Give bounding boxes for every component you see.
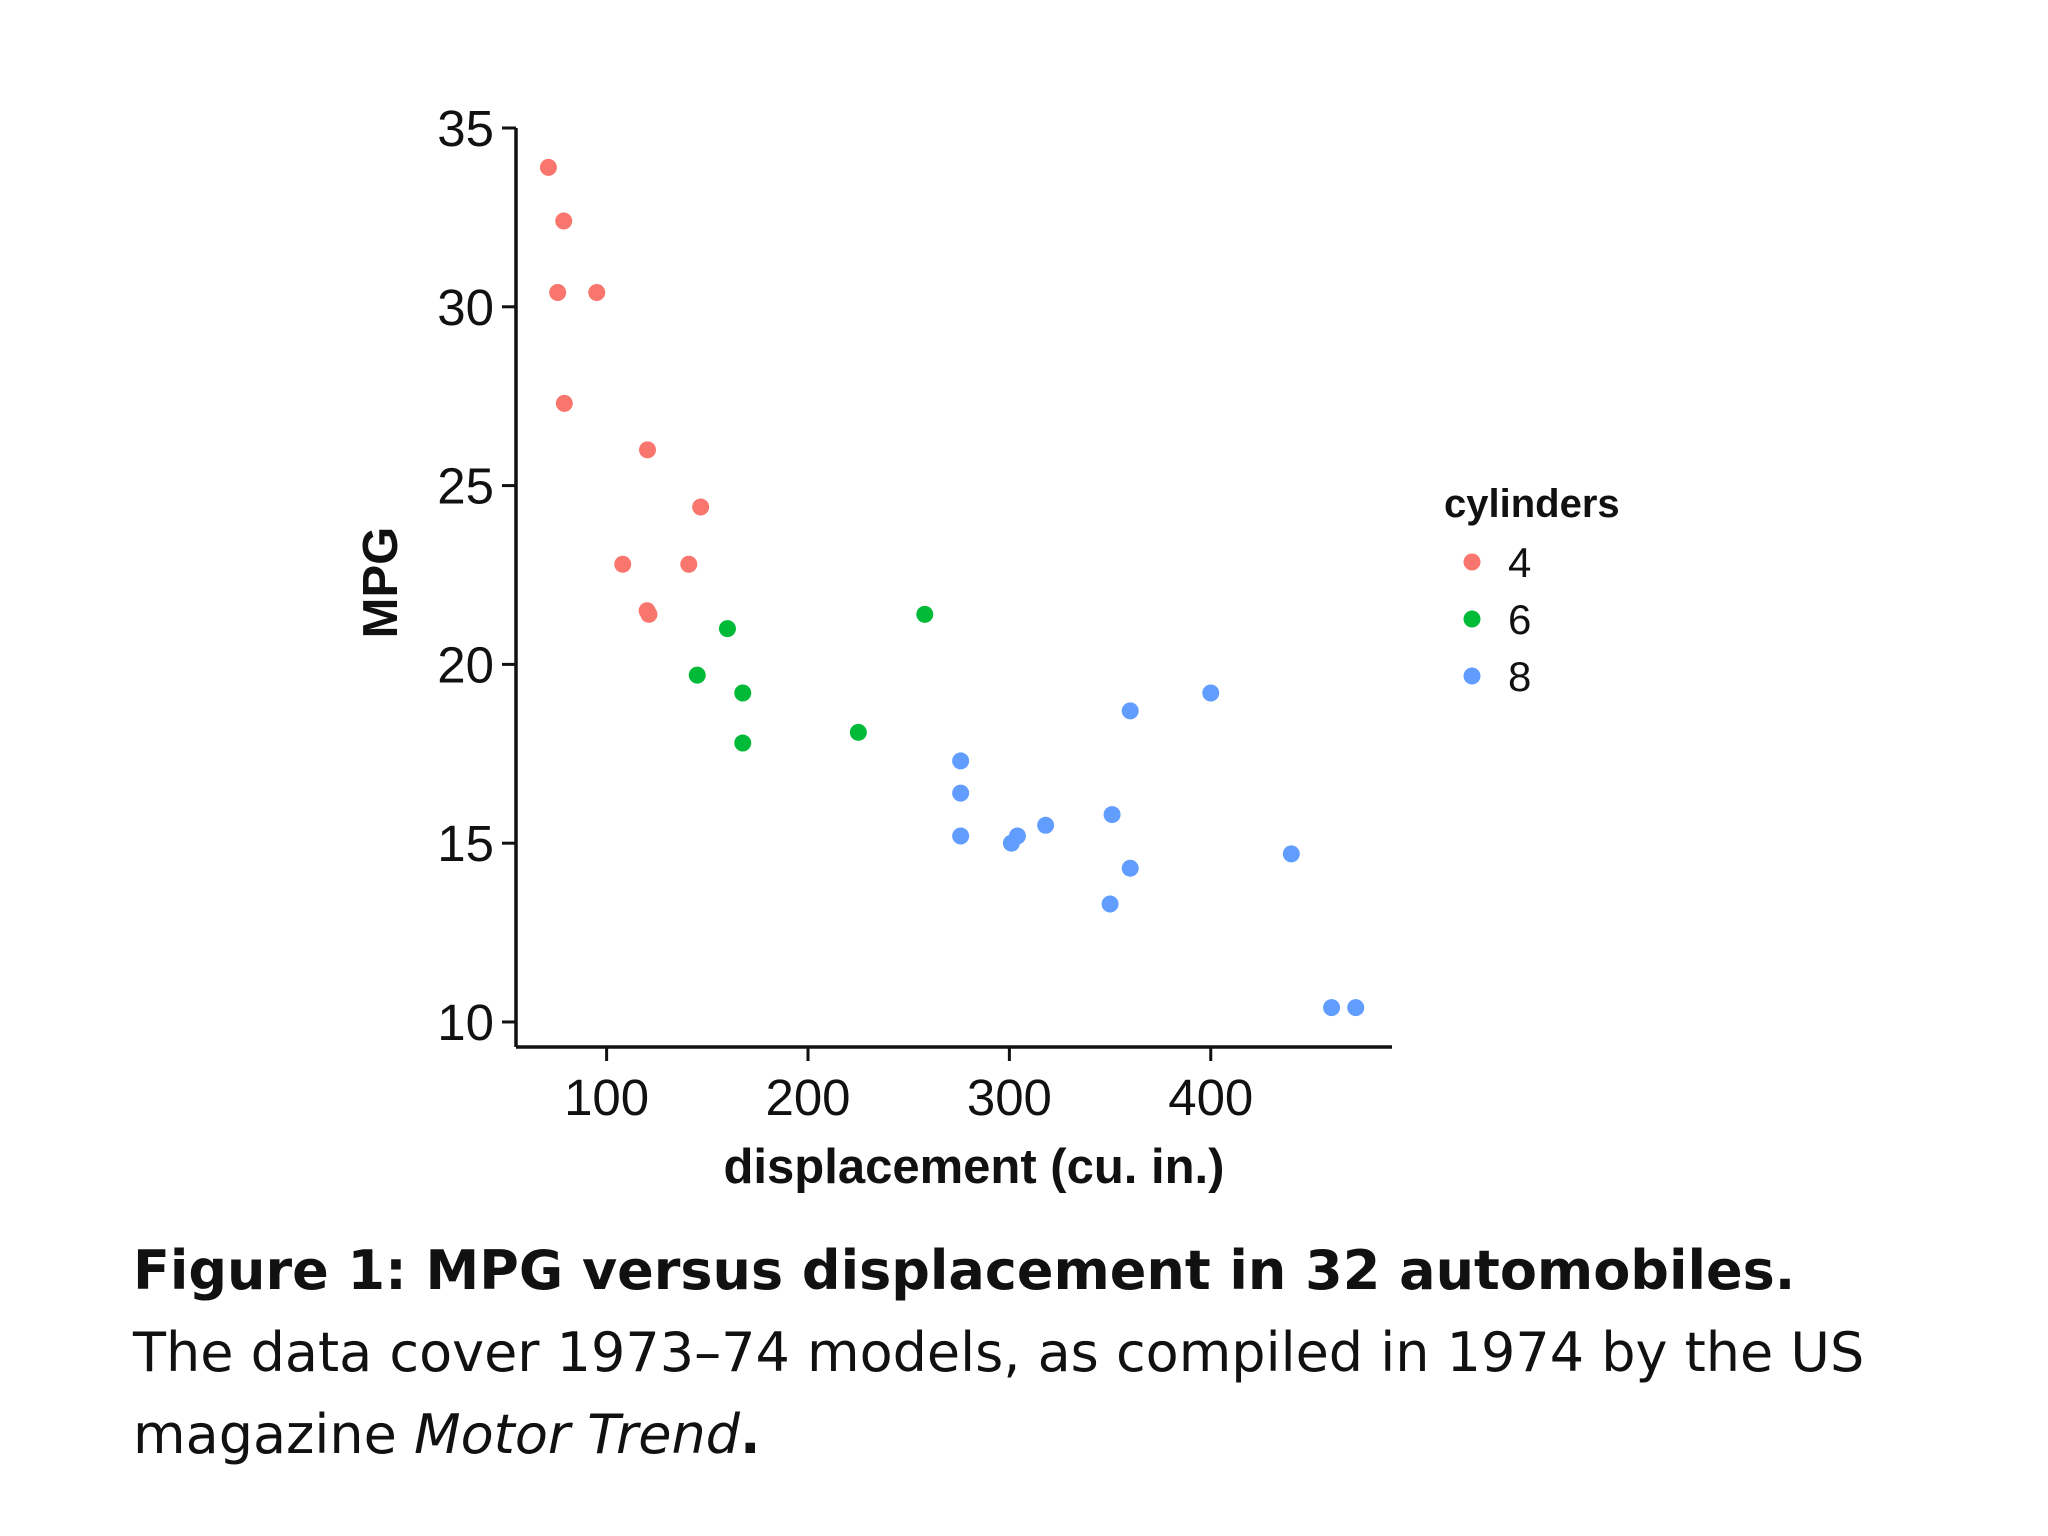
x-axis-title: displacement (cu. in.) xyxy=(724,1140,1225,1194)
data-point xyxy=(1282,845,1300,863)
data-point xyxy=(539,158,557,176)
data-point xyxy=(718,620,736,638)
chart-axes: 10 15 20 25 30 35 100 200 300 400 xyxy=(437,100,1392,1126)
caption-end: . xyxy=(739,1403,761,1466)
data-points xyxy=(539,158,1365,1017)
data-point xyxy=(638,602,656,620)
legend: cylinders 4 6 8 xyxy=(1444,482,1620,700)
y-tick-label: 15 xyxy=(437,815,494,872)
y-tick-label: 10 xyxy=(437,994,494,1051)
legend-label: 8 xyxy=(1508,653,1531,700)
data-point xyxy=(1202,684,1220,702)
data-point xyxy=(614,555,632,573)
y-tick-label: 30 xyxy=(437,279,494,336)
y-tick-label: 35 xyxy=(437,100,494,157)
data-point xyxy=(680,555,698,573)
legend-key xyxy=(1463,553,1481,571)
legend-title: cylinders xyxy=(1444,482,1620,526)
data-point xyxy=(849,723,867,741)
legend-key xyxy=(1463,610,1481,628)
data-point xyxy=(1037,816,1055,834)
data-point xyxy=(639,441,657,459)
data-point xyxy=(952,784,970,802)
y-tick-label: 25 xyxy=(437,458,494,515)
data-point xyxy=(1008,827,1026,845)
data-point xyxy=(1323,999,1341,1017)
data-point xyxy=(692,498,710,516)
data-point xyxy=(555,212,573,230)
caption-text: The data cover 1973–74 models, as compil… xyxy=(133,1321,1865,1466)
data-point xyxy=(734,734,752,752)
data-point xyxy=(588,283,606,301)
caption-italic-title: Motor Trend xyxy=(414,1403,740,1466)
data-point xyxy=(952,752,970,770)
data-point xyxy=(916,605,934,623)
legend-key xyxy=(1463,667,1481,685)
scatter-chart: 10 15 20 25 30 35 100 200 300 400 displacement (c… xyxy=(354,100,1620,1194)
data-point xyxy=(1103,806,1121,824)
x-tick-label: 300 xyxy=(967,1069,1052,1126)
legend-label: 6 xyxy=(1508,596,1531,643)
data-point xyxy=(688,666,706,684)
data-point xyxy=(1121,859,1139,877)
x-tick-label: 400 xyxy=(1168,1069,1253,1126)
data-point xyxy=(555,394,573,412)
data-point xyxy=(549,283,567,301)
caption-label: Figure 1: MPG versus displacement in 32 … xyxy=(133,1239,1796,1302)
data-point xyxy=(1101,895,1119,913)
data-point xyxy=(1121,702,1139,720)
data-point xyxy=(952,827,970,845)
x-tick-label: 100 xyxy=(564,1069,649,1126)
y-axis-title: MPG xyxy=(354,527,408,639)
figure-caption: Figure 1: MPG versus displacement in 32 … xyxy=(133,1230,1893,1476)
legend-label: 4 xyxy=(1508,539,1531,586)
data-point xyxy=(734,684,752,702)
y-tick-label: 20 xyxy=(437,636,494,693)
data-point xyxy=(1347,999,1365,1017)
x-tick-label: 200 xyxy=(765,1069,850,1126)
